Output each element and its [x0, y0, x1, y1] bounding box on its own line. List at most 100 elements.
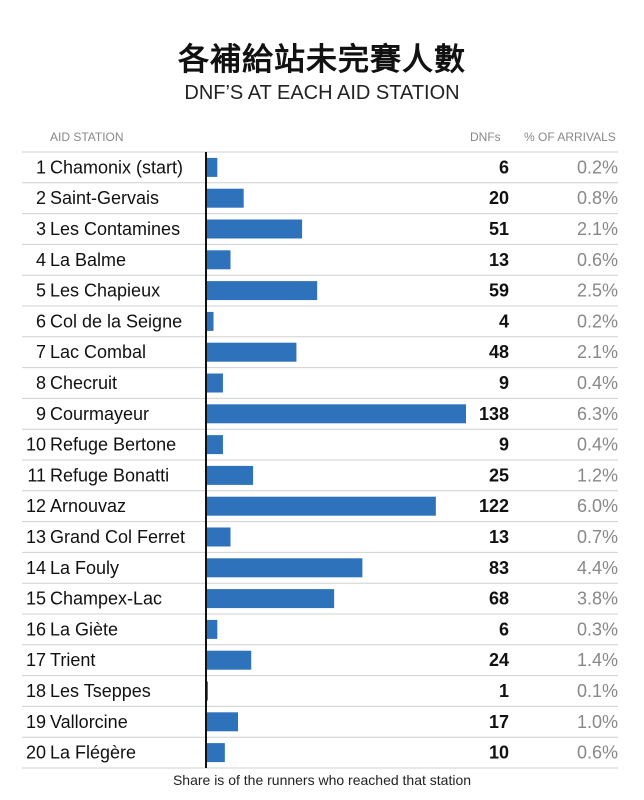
bar: [206, 404, 466, 424]
row-rank: 18: [26, 681, 46, 701]
pct-label: 6.0%: [577, 496, 618, 516]
row-rank: 16: [26, 619, 46, 639]
row-label: Refuge Bonatti: [50, 465, 169, 485]
row-label: Lac Combal: [50, 342, 146, 362]
value-label: 51: [489, 219, 509, 239]
pct-label: 0.4%: [577, 435, 618, 455]
column-header-dnfs: DNFs: [470, 130, 501, 144]
bar: [206, 465, 254, 485]
bar: [206, 589, 335, 609]
bar: [206, 619, 218, 639]
chart-title: 各補給站未完賽人數: [178, 42, 466, 78]
row-label: La Giète: [50, 619, 118, 639]
value-label: 68: [489, 589, 509, 609]
row-rank: 20: [26, 743, 46, 763]
row-label: Trient: [50, 650, 95, 670]
column-header-pct: % OF ARRIVALS: [524, 130, 616, 144]
pct-label: 1.4%: [577, 650, 618, 670]
row-label: Grand Col Ferret: [50, 527, 185, 547]
bar: [206, 250, 231, 270]
value-label: 122: [479, 496, 509, 516]
bar: [206, 342, 297, 362]
pct-label: 0.2%: [577, 157, 618, 177]
value-label: 48: [489, 342, 509, 362]
row-label: Courmayeur: [50, 404, 149, 424]
value-label: 138: [479, 404, 509, 424]
value-label: 24: [489, 650, 509, 670]
value-label: 10: [489, 743, 509, 763]
bar: [206, 435, 223, 455]
pct-label: 0.7%: [577, 527, 618, 547]
bar: [206, 558, 363, 578]
row-label: Les Tseppes: [50, 681, 151, 701]
row-rank: 9: [36, 404, 46, 424]
row-label: La Fouly: [50, 558, 119, 578]
bar: [206, 281, 318, 301]
row-rank: 14: [26, 558, 46, 578]
value-label: 4: [499, 311, 509, 331]
row-rank: 19: [26, 712, 46, 732]
bar: [206, 188, 244, 208]
value-label: 13: [489, 250, 509, 270]
pct-label: 2.1%: [577, 342, 618, 362]
bar: [206, 527, 231, 547]
row-label: La Flégère: [50, 743, 136, 763]
row-rank: 5: [36, 281, 46, 301]
row-rank: 2: [36, 188, 46, 208]
value-label: 59: [489, 281, 509, 301]
row-rank: 17: [26, 650, 46, 670]
bar: [206, 157, 218, 177]
pct-label: 0.4%: [577, 373, 618, 393]
row-label: La Balme: [50, 250, 126, 270]
row-label: Arnouvaz: [50, 496, 126, 516]
pct-label: 0.3%: [577, 619, 618, 639]
value-label: 9: [499, 435, 509, 455]
pct-label: 2.5%: [577, 281, 618, 301]
value-label: 17: [489, 712, 509, 732]
bar: [206, 496, 436, 516]
row-label: Champex-Lac: [50, 589, 162, 609]
chart-subtitle: DNF’S AT EACH AID STATION: [184, 82, 460, 104]
pct-label: 2.1%: [577, 219, 618, 239]
row-rank: 6: [36, 311, 46, 331]
row-rank: 10: [26, 435, 46, 455]
row-rank: 13: [26, 527, 46, 547]
row-label: Refuge Bertone: [50, 435, 176, 455]
row-label: Col de la Seigne: [50, 311, 182, 331]
value-label: 1: [499, 681, 509, 701]
pct-label: 0.6%: [577, 250, 618, 270]
row-rank: 15: [26, 589, 46, 609]
value-label: 9: [499, 373, 509, 393]
row-rank: 8: [36, 373, 46, 393]
row-rank: 7: [36, 342, 46, 362]
row-rank: 3: [36, 219, 46, 239]
pct-label: 0.1%: [577, 681, 618, 701]
row-label: Chamonix (start): [50, 157, 183, 177]
value-label: 6: [499, 619, 509, 639]
pct-label: 4.4%: [577, 558, 618, 578]
value-label: 25: [489, 465, 509, 485]
bar: [206, 311, 214, 331]
row-label: Les Contamines: [50, 219, 180, 239]
row-rank: 12: [26, 496, 46, 516]
value-label: 13: [489, 527, 509, 547]
bar: [206, 650, 252, 670]
row-label: Checruit: [50, 373, 117, 393]
value-label: 83: [489, 558, 509, 578]
value-label: 20: [489, 188, 509, 208]
bar: [206, 712, 239, 732]
pct-label: 1.0%: [577, 712, 618, 732]
row-label: Saint-Gervais: [50, 188, 159, 208]
row-rank: 11: [27, 465, 46, 485]
pct-label: 6.3%: [577, 404, 618, 424]
bar: [206, 373, 223, 393]
bar: [206, 743, 225, 763]
pct-label: 1.2%: [577, 465, 618, 485]
value-label: 6: [499, 157, 509, 177]
row-label: Les Chapieux: [50, 281, 160, 301]
pct-label: 3.8%: [577, 589, 618, 609]
pct-label: 0.2%: [577, 311, 618, 331]
row-rank: 1: [36, 157, 46, 177]
bar: [206, 219, 303, 239]
